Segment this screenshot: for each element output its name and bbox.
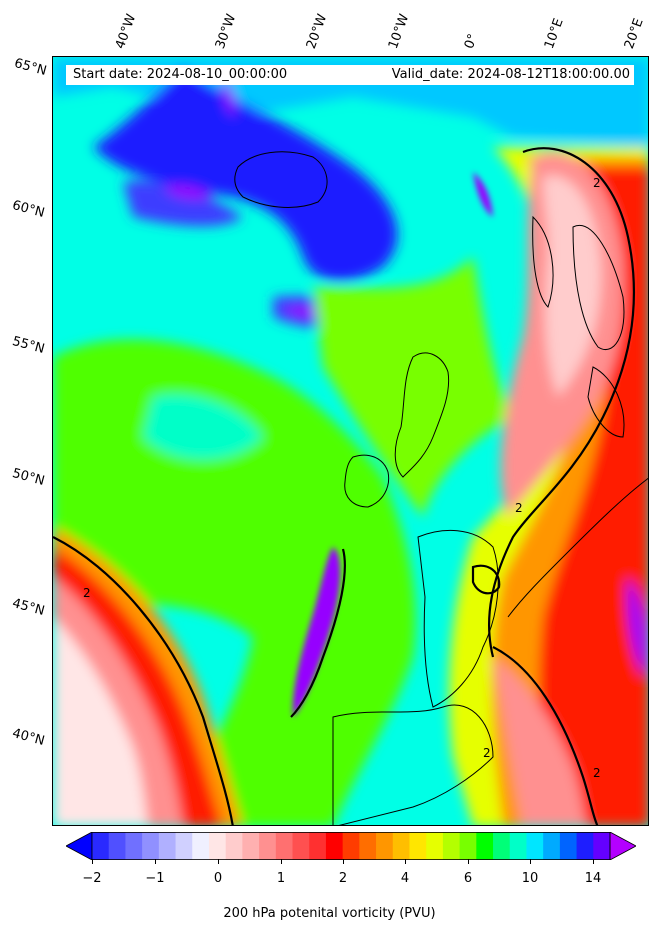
colorbar-tick-label: 4	[400, 871, 410, 886]
colorbar-extend-high	[609, 831, 637, 861]
lon-label-10w: 10°W	[385, 12, 413, 51]
colorbar-tick-label: 1	[276, 871, 286, 886]
colorbar-segment	[225, 832, 243, 860]
colorbar-tickmark	[218, 859, 219, 864]
contour-labels: 2 2 2 2 2	[83, 176, 601, 780]
colorbar-segment	[309, 832, 327, 860]
header-annotation: Start date: 2024-08-10_00:00:00 Valid_da…	[66, 65, 634, 85]
colorbar-segment	[459, 832, 477, 860]
colorbar-tickmark	[530, 859, 531, 864]
colorbar-segment	[359, 832, 377, 860]
colorbar-tickmark	[468, 859, 469, 864]
lat-label-60n: 60°N	[10, 198, 47, 221]
contour-label: 2	[593, 766, 601, 780]
colorbar-segment	[526, 832, 544, 860]
pv-2-contours	[53, 147, 636, 825]
colorbar-segment	[426, 832, 444, 860]
contour-label: 2	[515, 501, 523, 515]
colorbar-segment	[576, 832, 594, 860]
colorbar-segment	[325, 832, 344, 860]
valid-date-text: Valid_date: 2024-08-12T18:00:00.00	[391, 67, 630, 82]
colorbar-segment	[108, 832, 126, 860]
colorbar-segment	[593, 832, 611, 860]
lat-label-50n: 50°N	[10, 466, 47, 489]
colorbar-segment	[292, 832, 310, 860]
lat-label-55n: 55°N	[10, 334, 47, 357]
colorbar-tick-label: −2	[82, 871, 102, 886]
colorbar-label: 200 hPa potenital vorticity (PVU)	[223, 906, 436, 921]
colorbar-segment	[125, 832, 143, 860]
contour-label: 2	[83, 586, 91, 600]
colorbar-tickmark	[593, 859, 594, 864]
colorbar-segment	[509, 832, 527, 860]
field-streaks	[292, 172, 493, 717]
potential-vorticity-map: 2 2 2 2 2	[52, 56, 649, 826]
lon-label-20e: 20°E	[621, 16, 647, 51]
colorbar-tick-label: 10	[521, 871, 539, 886]
colorbar-segment	[175, 832, 193, 860]
colorbar-segment	[142, 832, 160, 860]
lon-label-0: 0°	[461, 31, 482, 51]
lon-label-10e: 10°E	[541, 16, 567, 51]
colorbar-tickmark	[281, 859, 282, 864]
colorbar-segment	[158, 832, 177, 860]
lon-label-30w: 30°W	[212, 12, 240, 51]
colorbar-tick-label: 14	[584, 871, 602, 886]
colorbar-svg	[65, 831, 637, 861]
coastlines	[234, 151, 648, 825]
start-date-text: Start date: 2024-08-10_00:00:00	[73, 67, 288, 82]
field-blobs	[53, 57, 648, 825]
colorbar-segment	[92, 832, 110, 860]
lat-label-45n: 45°N	[10, 596, 47, 619]
contour-label: 2	[593, 176, 601, 190]
lon-label-20w: 20°W	[303, 12, 331, 51]
colorbar-tick-label: 2	[338, 871, 348, 886]
colorbar-segment	[442, 832, 461, 860]
colorbar-segment	[192, 832, 210, 860]
colorbar-tickmark	[405, 859, 406, 864]
lon-label-40w: 40°W	[112, 12, 140, 51]
lat-label-65n: 65°N	[12, 56, 49, 79]
colorbar-segment	[275, 832, 294, 860]
colorbar-segment	[342, 832, 360, 860]
colorbar-segment	[493, 832, 511, 860]
colorbar-frame	[91, 832, 611, 861]
colorbar-segment	[392, 832, 410, 860]
colorbar-segment	[409, 832, 427, 860]
contour-label: 2	[483, 746, 491, 760]
colorbar-segment	[376, 832, 394, 860]
colorbar-segment	[543, 832, 561, 860]
colorbar-segment	[208, 832, 227, 860]
colorbar-segment	[476, 832, 494, 860]
colorbar-segment	[259, 832, 277, 860]
colorbar-tick-label: −1	[145, 871, 165, 886]
colorbar-tick-label: 0	[213, 871, 223, 886]
colorbar-tick-label: 6	[463, 871, 473, 886]
colorbar-segment	[242, 832, 260, 860]
colorbar	[65, 831, 637, 861]
colorbar-tickmark	[343, 859, 344, 864]
colorbar-tickmark	[155, 859, 156, 864]
colorbar-segment	[559, 832, 578, 860]
colorbar-extend-low	[65, 831, 93, 861]
lat-label-40n: 40°N	[10, 726, 47, 749]
map-field: 2 2 2 2 2	[53, 57, 648, 825]
colorbar-tickmark	[92, 859, 93, 864]
